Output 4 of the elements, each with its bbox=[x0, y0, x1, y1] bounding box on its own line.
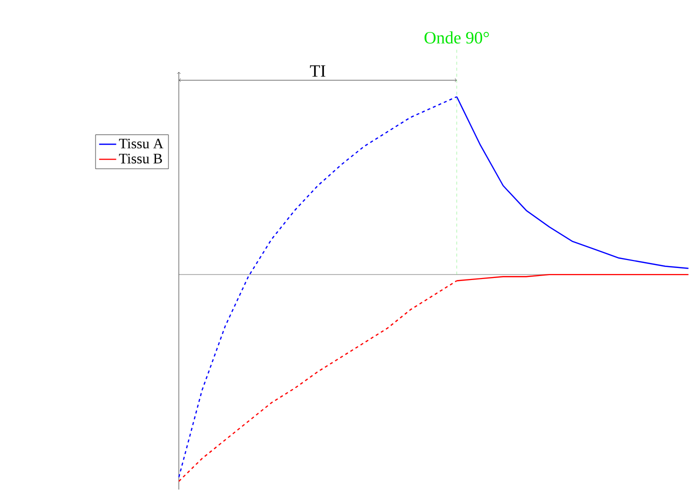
legend-label: Tissu A bbox=[119, 138, 164, 149]
text: TI bbox=[310, 66, 326, 77]
legend-label: Tissu B bbox=[119, 154, 162, 164]
text: Onde 90° bbox=[424, 32, 489, 44]
